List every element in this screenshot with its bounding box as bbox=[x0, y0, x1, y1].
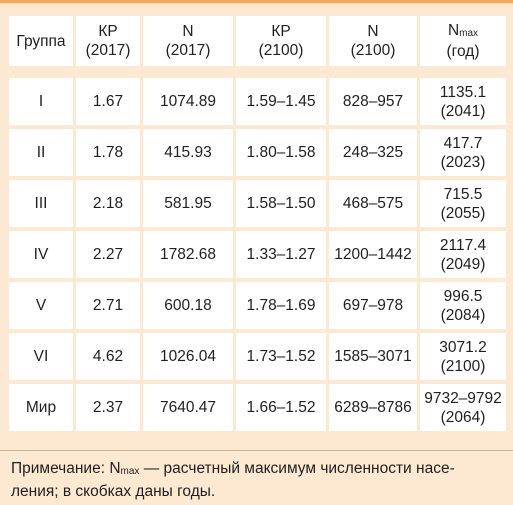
kp-2017-cell: 2.18 bbox=[76, 180, 140, 227]
kp-2017-cell: 1.67 bbox=[76, 78, 140, 125]
nmax-year: (2064) bbox=[420, 408, 506, 427]
nmax-year: (2049) bbox=[420, 255, 506, 274]
nmax-cell: 3071.2 (2100) bbox=[420, 333, 506, 380]
group-cell: II bbox=[9, 129, 73, 176]
nmax-value: 715.5 bbox=[420, 185, 506, 204]
n-2017-cell: 1782.68 bbox=[143, 231, 233, 278]
nmax-value: 417.7 bbox=[420, 134, 506, 153]
n-2017-cell: 415.93 bbox=[143, 129, 233, 176]
nmax-cell: 417.7 (2023) bbox=[420, 129, 506, 176]
kp-2100-cell: 1.58–1.50 bbox=[236, 180, 326, 227]
n-2100-cell: 248–325 bbox=[329, 129, 417, 176]
n-2100-cell: 1585–3071 bbox=[329, 333, 417, 380]
nmax-cell: 1135.1 (2041) bbox=[420, 78, 506, 125]
header-row: Группа КР (2017) N (2017) КР (2100) N (2… bbox=[9, 16, 506, 66]
note-divider bbox=[0, 450, 513, 451]
kp-2100-cell: 1.80–1.58 bbox=[236, 129, 326, 176]
kp-2017-cell: 2.37 bbox=[76, 384, 140, 431]
nmax-value: 996.5 bbox=[420, 287, 506, 306]
nmax-value: 2117.4 bbox=[420, 236, 506, 255]
table-row: VI 4.62 1026.04 1.73–1.52 1585–3071 3071.2 (21… bbox=[9, 333, 506, 380]
group-cell: V bbox=[9, 282, 73, 329]
table-row: V 2.71 600.18 1.78–1.69 697–978 996.5 (2084) bbox=[9, 282, 506, 329]
header-kp-2017: КР (2017) bbox=[76, 16, 140, 66]
table-row: IV 2.27 1782.68 1.33–1.27 1200–1442 2117.4 (20… bbox=[9, 231, 506, 278]
table-row: II 1.78 415.93 1.80–1.58 248–325 417.7 (2023) bbox=[9, 129, 506, 176]
n-2100-cell: 468–575 bbox=[329, 180, 417, 227]
kp-2017-cell: 4.62 bbox=[76, 333, 140, 380]
header-nmax: Nmax (год) bbox=[420, 16, 506, 66]
kp-2100-cell: 1.78–1.69 bbox=[236, 282, 326, 329]
n-2017-cell: 581.95 bbox=[143, 180, 233, 227]
nmax-cell: 996.5 (2084) bbox=[420, 282, 506, 329]
n-2100-cell: 6289–8786 bbox=[329, 384, 417, 431]
nmax-year: (2023) bbox=[420, 153, 506, 172]
group-cell: IV bbox=[9, 231, 73, 278]
nmax-year: (2084) bbox=[420, 306, 506, 325]
nmax-cell: 2117.4 (2049) bbox=[420, 231, 506, 278]
header-n-2100: N (2100) bbox=[329, 16, 417, 66]
header-gap bbox=[9, 70, 506, 74]
table-row: Мир 2.37 7640.47 1.66–1.52 6289–8786 9732–979… bbox=[9, 384, 506, 431]
n-2017-cell: 1074.89 bbox=[143, 78, 233, 125]
nmax-year: (2055) bbox=[420, 204, 506, 223]
n-2100-cell: 828–957 bbox=[329, 78, 417, 125]
n-2017-cell: 1026.04 bbox=[143, 333, 233, 380]
nmax-year: (2100) bbox=[420, 357, 506, 376]
header-kp-2100: КР (2100) bbox=[236, 16, 326, 66]
kp-2100-cell: 1.73–1.52 bbox=[236, 333, 326, 380]
group-cell: I bbox=[9, 78, 73, 125]
n-2100-cell: 1200–1442 bbox=[329, 231, 417, 278]
n-2017-cell: 7640.47 bbox=[143, 384, 233, 431]
table-row: I 1.67 1074.89 1.59–1.45 828–957 1135.1 (2041) bbox=[9, 78, 506, 125]
nmax-value: 9732–9792 bbox=[420, 389, 506, 408]
kp-2017-cell: 2.71 bbox=[76, 282, 140, 329]
header-n-2017: N (2017) bbox=[143, 16, 233, 66]
n-2100-cell: 697–978 bbox=[329, 282, 417, 329]
kp-2017-cell: 1.78 bbox=[76, 129, 140, 176]
nmax-cell: 9732–9792 (2064) bbox=[420, 384, 506, 431]
header-group: Группа bbox=[9, 16, 73, 66]
kp-2100-cell: 1.59–1.45 bbox=[236, 78, 326, 125]
data-table: Группа КР (2017) N (2017) КР (2100) N (2… bbox=[6, 12, 509, 435]
nmax-cell: 715.5 (2055) bbox=[420, 180, 506, 227]
table-note: Примечание: Nmax — расчетный максимум чи… bbox=[11, 458, 507, 502]
kp-2100-cell: 1.66–1.52 bbox=[236, 384, 326, 431]
n-2017-cell: 600.18 bbox=[143, 282, 233, 329]
nmax-value: 3071.2 bbox=[420, 338, 506, 357]
nmax-year: (2041) bbox=[420, 102, 506, 121]
kp-2017-cell: 2.27 bbox=[76, 231, 140, 278]
group-cell: III bbox=[9, 180, 73, 227]
group-cell: Мир bbox=[9, 384, 73, 431]
kp-2100-cell: 1.33–1.27 bbox=[236, 231, 326, 278]
group-cell: VI bbox=[9, 333, 73, 380]
nmax-value: 1135.1 bbox=[420, 83, 506, 102]
table-row: III 2.18 581.95 1.58–1.50 468–575 715.5 (2055) bbox=[9, 180, 506, 227]
